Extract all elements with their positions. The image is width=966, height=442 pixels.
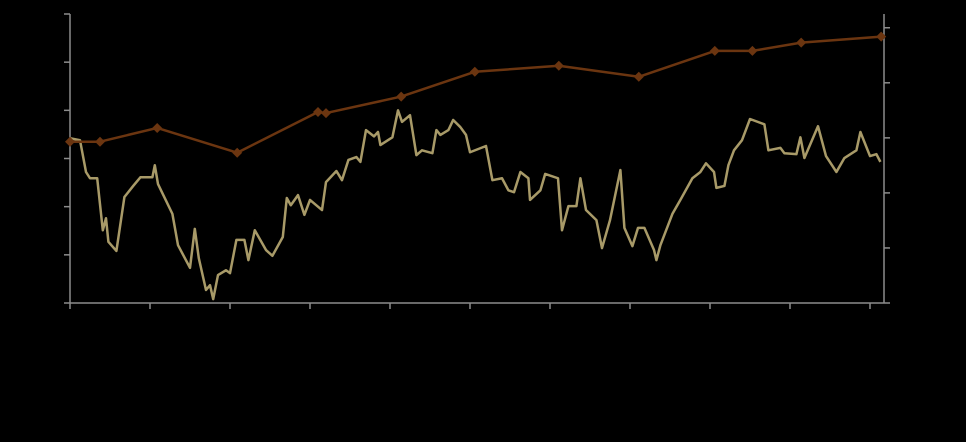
- marker: [633, 71, 644, 82]
- marker: [65, 136, 75, 147]
- marker: [321, 108, 331, 119]
- marker: [313, 106, 323, 117]
- marker: [553, 60, 564, 71]
- marker: [232, 147, 243, 158]
- marker: [876, 31, 887, 42]
- marker: [709, 45, 720, 56]
- marker: [95, 136, 105, 147]
- series-line: [69, 109, 882, 301]
- marker: [152, 122, 163, 133]
- marker: [396, 91, 407, 102]
- marker: [747, 45, 758, 56]
- series-line: [70, 35, 882, 154]
- marker: [469, 66, 480, 77]
- marker: [796, 37, 807, 48]
